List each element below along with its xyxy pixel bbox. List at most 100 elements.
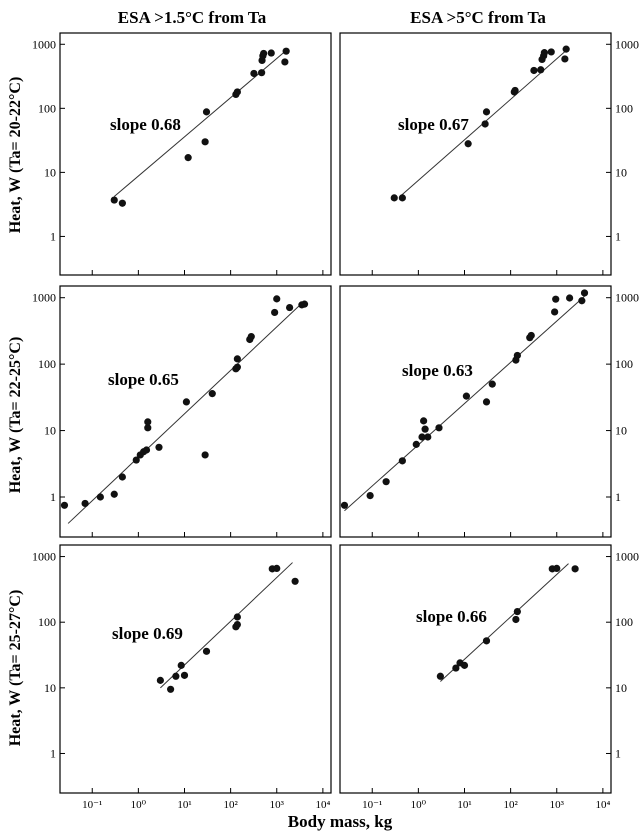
data-point — [271, 308, 279, 317]
data-point — [390, 194, 398, 202]
data-point — [144, 424, 152, 432]
y-tick-label: 100 — [615, 101, 633, 115]
y-tick-label: 1000 — [32, 291, 56, 305]
x-tick-label: 10⁴ — [595, 799, 610, 811]
data-point — [552, 295, 560, 303]
x-tick-label: 10¹ — [457, 799, 471, 811]
fit-line — [67, 300, 305, 524]
data-point — [540, 49, 549, 57]
data-point — [398, 194, 406, 202]
y-tick-label: 1 — [615, 746, 621, 760]
data-point — [421, 425, 429, 433]
x-tick-label: 10⁻¹ — [82, 799, 102, 811]
y-tick-label: 100 — [615, 357, 633, 371]
data-point — [233, 363, 241, 371]
panel-frame — [59, 544, 332, 794]
x-tick-label: 10³ — [550, 799, 565, 811]
data-point — [258, 69, 266, 77]
data-point — [398, 457, 406, 465]
y-tick-label: 1000 — [32, 550, 56, 564]
panel-3: 1 10 100 1000 slope 0.65 — [32, 285, 332, 538]
data-point — [488, 380, 496, 388]
data-point — [537, 66, 545, 74]
data-point — [460, 661, 469, 669]
data-point — [282, 47, 290, 55]
data-point — [201, 138, 209, 146]
panels: 1 10 100 1000 slope 0.68 1 10 100 1000 slope 0.67… — [32, 32, 639, 811]
x-tick-label: 10⁴ — [315, 799, 330, 811]
data-point — [547, 48, 555, 56]
panel-frame — [339, 32, 612, 276]
x-tick-label: 10² — [223, 799, 238, 811]
data-point — [81, 499, 89, 508]
data-point — [267, 49, 275, 57]
data-point — [177, 661, 185, 669]
x-tick-label: 10² — [503, 799, 518, 811]
data-point — [233, 620, 241, 629]
y-tick-label: 10 — [615, 681, 627, 695]
data-point — [132, 456, 140, 464]
y-tick-label: 1 — [50, 490, 56, 504]
y-tick-label: 1 — [615, 490, 621, 504]
data-point — [273, 295, 281, 303]
data-point — [482, 637, 491, 645]
y-tick-label: 10 — [44, 681, 56, 695]
data-point — [182, 398, 191, 406]
data-point — [118, 473, 126, 481]
data-point — [481, 120, 489, 128]
y-tick-label: 10 — [44, 165, 56, 179]
data-point — [527, 331, 535, 340]
data-point — [233, 88, 241, 96]
row-ylabel-3: Heat, W (Ta= 25-27°C) — [7, 590, 24, 747]
slope-label: slope 0.65 — [108, 370, 179, 389]
slope-label: slope 0.63 — [402, 361, 473, 380]
data-point — [156, 676, 164, 684]
y-tick-label: 100 — [38, 615, 56, 629]
data-point — [464, 140, 472, 148]
data-point — [382, 478, 390, 486]
data-point — [273, 564, 281, 573]
panel-frame — [59, 285, 332, 538]
data-point — [118, 199, 126, 207]
panel-4: 1 10 100 1000 slope 0.63 — [339, 285, 639, 538]
row-ylabel-1: Heat, W (Ta= 20-22°C) — [7, 77, 24, 234]
y-tick-label: 1 — [615, 229, 621, 243]
data-point — [167, 685, 175, 693]
y-tick-label: 100 — [615, 615, 633, 629]
row-ylabel-2: Heat, W (Ta= 22-25°C) — [7, 337, 24, 494]
data-point — [462, 392, 471, 400]
data-point — [180, 671, 189, 679]
fit-line — [344, 295, 585, 512]
data-point — [250, 69, 258, 78]
data-point — [260, 49, 268, 58]
data-point — [340, 501, 349, 509]
data-point — [144, 418, 152, 426]
data-point — [201, 451, 209, 459]
y-tick-label: 10 — [615, 424, 627, 438]
data-point — [580, 289, 589, 297]
fit-line — [113, 50, 287, 197]
data-point — [110, 196, 118, 204]
y-tick-label: 100 — [38, 101, 56, 115]
data-point — [424, 433, 432, 441]
x-tick-label: 10⁻¹ — [362, 799, 382, 811]
x-tick-label: 10¹ — [177, 799, 191, 811]
panel-frame — [339, 285, 612, 538]
data-point — [366, 491, 374, 500]
slope-label: slope 0.66 — [416, 607, 487, 626]
x-axis-label: Body mass, kg — [288, 812, 393, 831]
slope-label: slope 0.68 — [110, 115, 181, 134]
data-point — [172, 672, 180, 680]
data-point — [208, 390, 216, 398]
data-point — [202, 647, 211, 655]
panel-frame — [339, 544, 612, 794]
y-tick-label: 1 — [50, 229, 56, 243]
data-point — [553, 564, 561, 573]
data-point — [530, 66, 538, 75]
data-point — [435, 424, 443, 432]
y-tick-label: 10 — [44, 424, 56, 438]
data-point — [452, 664, 460, 672]
data-point — [291, 577, 299, 585]
data-point — [286, 303, 294, 312]
data-point — [513, 351, 521, 360]
